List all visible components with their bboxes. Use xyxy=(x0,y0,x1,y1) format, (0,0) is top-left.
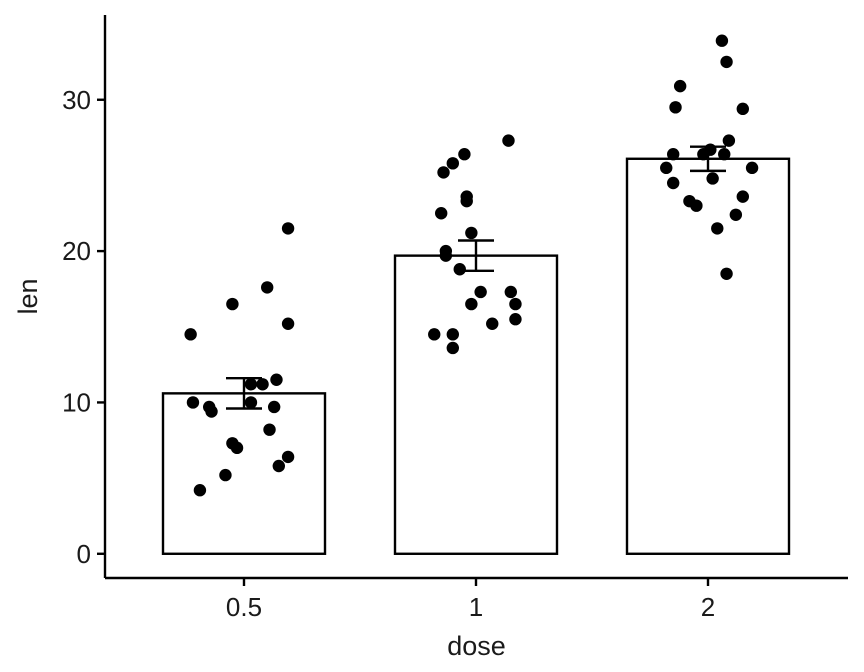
x-tick-label: 1 xyxy=(469,592,483,622)
bar-0.5 xyxy=(161,392,327,555)
data-point xyxy=(281,317,295,330)
y-tick-label: 20 xyxy=(62,236,91,266)
data-point xyxy=(667,176,680,190)
data-point xyxy=(673,79,687,93)
data-point xyxy=(270,373,283,386)
data-point xyxy=(226,437,239,450)
data-point xyxy=(704,143,717,156)
data-point xyxy=(428,328,441,341)
data-point xyxy=(460,190,473,203)
x-tick-label: 0.5 xyxy=(226,592,262,622)
error-bar-0.5 xyxy=(226,377,262,410)
data-point xyxy=(486,317,499,330)
data-point xyxy=(184,328,197,341)
data-point xyxy=(706,172,719,185)
y-tick-label: 30 xyxy=(62,85,91,115)
data-point xyxy=(669,101,682,114)
data-point xyxy=(267,400,281,414)
data-point xyxy=(439,244,453,258)
data-point xyxy=(226,297,239,311)
data-point xyxy=(667,148,680,161)
data-point xyxy=(446,328,459,341)
data-point xyxy=(437,166,450,179)
data-point xyxy=(203,400,216,414)
data-point xyxy=(736,190,749,203)
error-bar-2 xyxy=(690,145,726,173)
data-point xyxy=(660,161,673,175)
data-point xyxy=(736,102,749,116)
data-point xyxy=(474,285,487,299)
error-bar-1 xyxy=(458,239,494,272)
data-point xyxy=(435,207,448,220)
data-point xyxy=(720,267,733,280)
data-point xyxy=(263,423,276,436)
error-bars-layer xyxy=(226,145,726,410)
data-point xyxy=(281,222,295,235)
data-point xyxy=(186,396,200,409)
data-point xyxy=(272,459,285,473)
data-point xyxy=(711,222,724,235)
data-point xyxy=(720,55,733,69)
data-point xyxy=(256,378,269,391)
data-point xyxy=(745,161,759,175)
data-point xyxy=(219,468,232,482)
data-point xyxy=(193,484,207,497)
y-tick-label: 0 xyxy=(77,539,91,569)
points-layer xyxy=(184,34,759,497)
data-point xyxy=(281,450,295,464)
data-point xyxy=(509,313,522,326)
data-point xyxy=(453,263,466,276)
data-point xyxy=(244,378,258,391)
y-ticks: 0 10 20 30 xyxy=(62,85,105,569)
data-point xyxy=(458,148,471,161)
data-point xyxy=(715,34,729,47)
data-point xyxy=(729,208,743,221)
bars-layer xyxy=(161,157,791,555)
data-point xyxy=(465,226,478,240)
data-point xyxy=(502,134,515,147)
data-point xyxy=(718,148,731,161)
y-tick-label: 10 xyxy=(62,387,91,417)
x-tick-label: 2 xyxy=(701,592,715,622)
data-point xyxy=(509,297,522,311)
data-point xyxy=(504,285,517,299)
data-point xyxy=(446,341,459,355)
data-point xyxy=(722,134,736,147)
data-point xyxy=(261,281,274,294)
data-point xyxy=(446,157,459,170)
data-point xyxy=(465,297,478,311)
bar-2 xyxy=(625,157,791,555)
data-point xyxy=(244,396,258,409)
y-axis-title: len xyxy=(13,278,43,314)
data-point xyxy=(683,194,696,208)
x-axis-title: dose xyxy=(447,631,506,661)
x-ticks: 0.5 1 2 xyxy=(226,578,715,622)
